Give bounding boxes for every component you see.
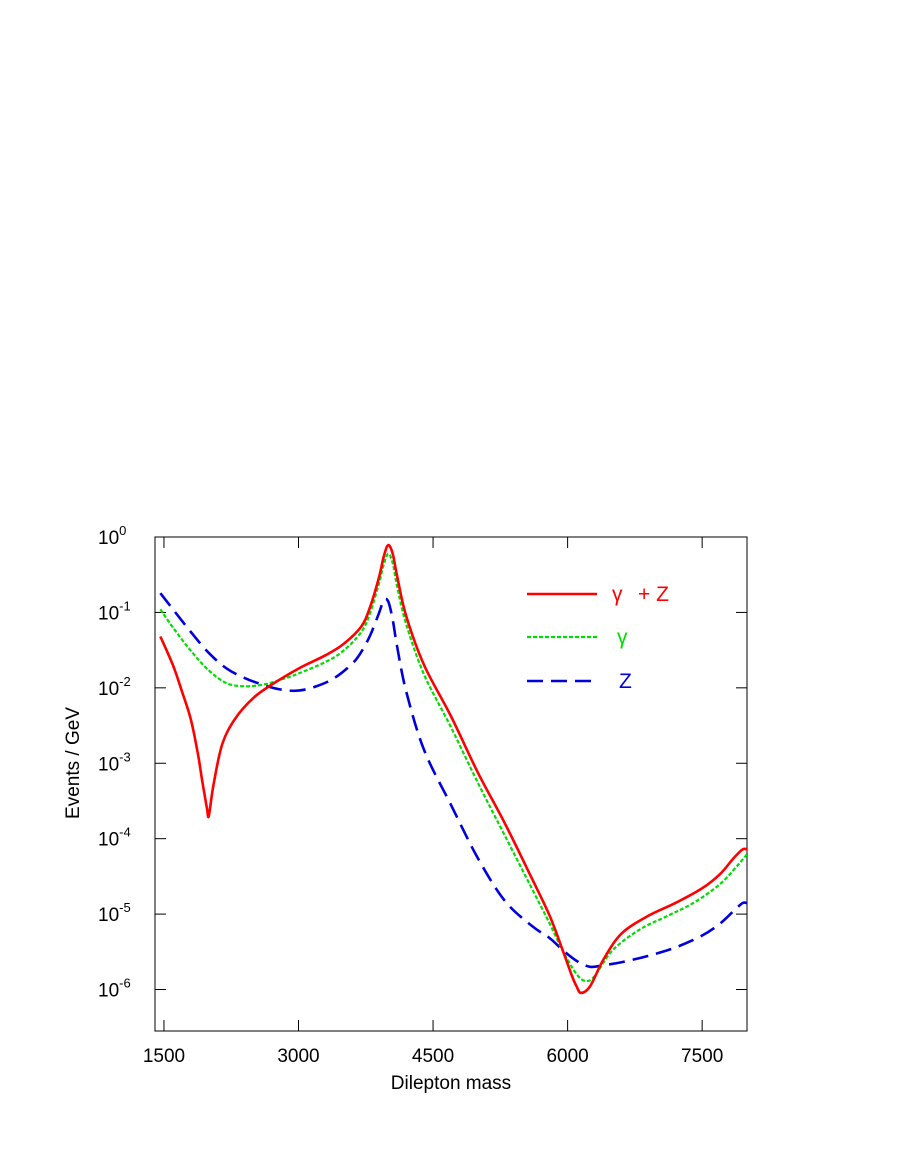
axis-tick-labels: 1500 3000 4500 6000 7500 100 10-1 10-2 10-3 10-4 1… — [98, 523, 723, 1067]
x-tick-label: 3000 — [277, 1046, 319, 1067]
y-tick-label: 10-5 — [98, 900, 131, 926]
y-tick-label: 10-6 — [98, 976, 131, 1002]
x-tick-label: 4500 — [412, 1046, 454, 1067]
axis-ticks — [155, 536, 747, 1031]
legend-label-gamma-plus-z-suffix: + Z — [638, 583, 669, 606]
legend-label-gamma-plus-z: γ — [612, 583, 623, 606]
x-tick-label: 1500 — [143, 1046, 185, 1067]
y-tick-label: 100 — [98, 523, 126, 549]
y-axis-title: Events / GeV — [63, 707, 84, 819]
legend-label-gamma: γ — [617, 626, 628, 649]
y-tick-label: 10-3 — [98, 749, 131, 775]
plot-axes — [154, 536, 748, 1032]
x-tick-label: 7500 — [681, 1046, 723, 1067]
series-line-gamma-plus-z — [159, 543, 747, 995]
y-tick-label: 10-4 — [98, 825, 131, 851]
y-tick-label: 10-1 — [98, 598, 131, 624]
chart-legend: γ + ZγZ — [527, 583, 669, 693]
plot-frame — [154, 536, 748, 1032]
data-series — [159, 543, 747, 995]
y-tick-label: 10-2 — [98, 674, 131, 700]
series-line-z — [159, 592, 747, 969]
x-axis-title: Dilepton mass — [391, 1073, 511, 1094]
series-line-gamma — [159, 552, 747, 983]
x-tick-label: 6000 — [546, 1046, 588, 1067]
legend-label-z: Z — [619, 670, 632, 693]
